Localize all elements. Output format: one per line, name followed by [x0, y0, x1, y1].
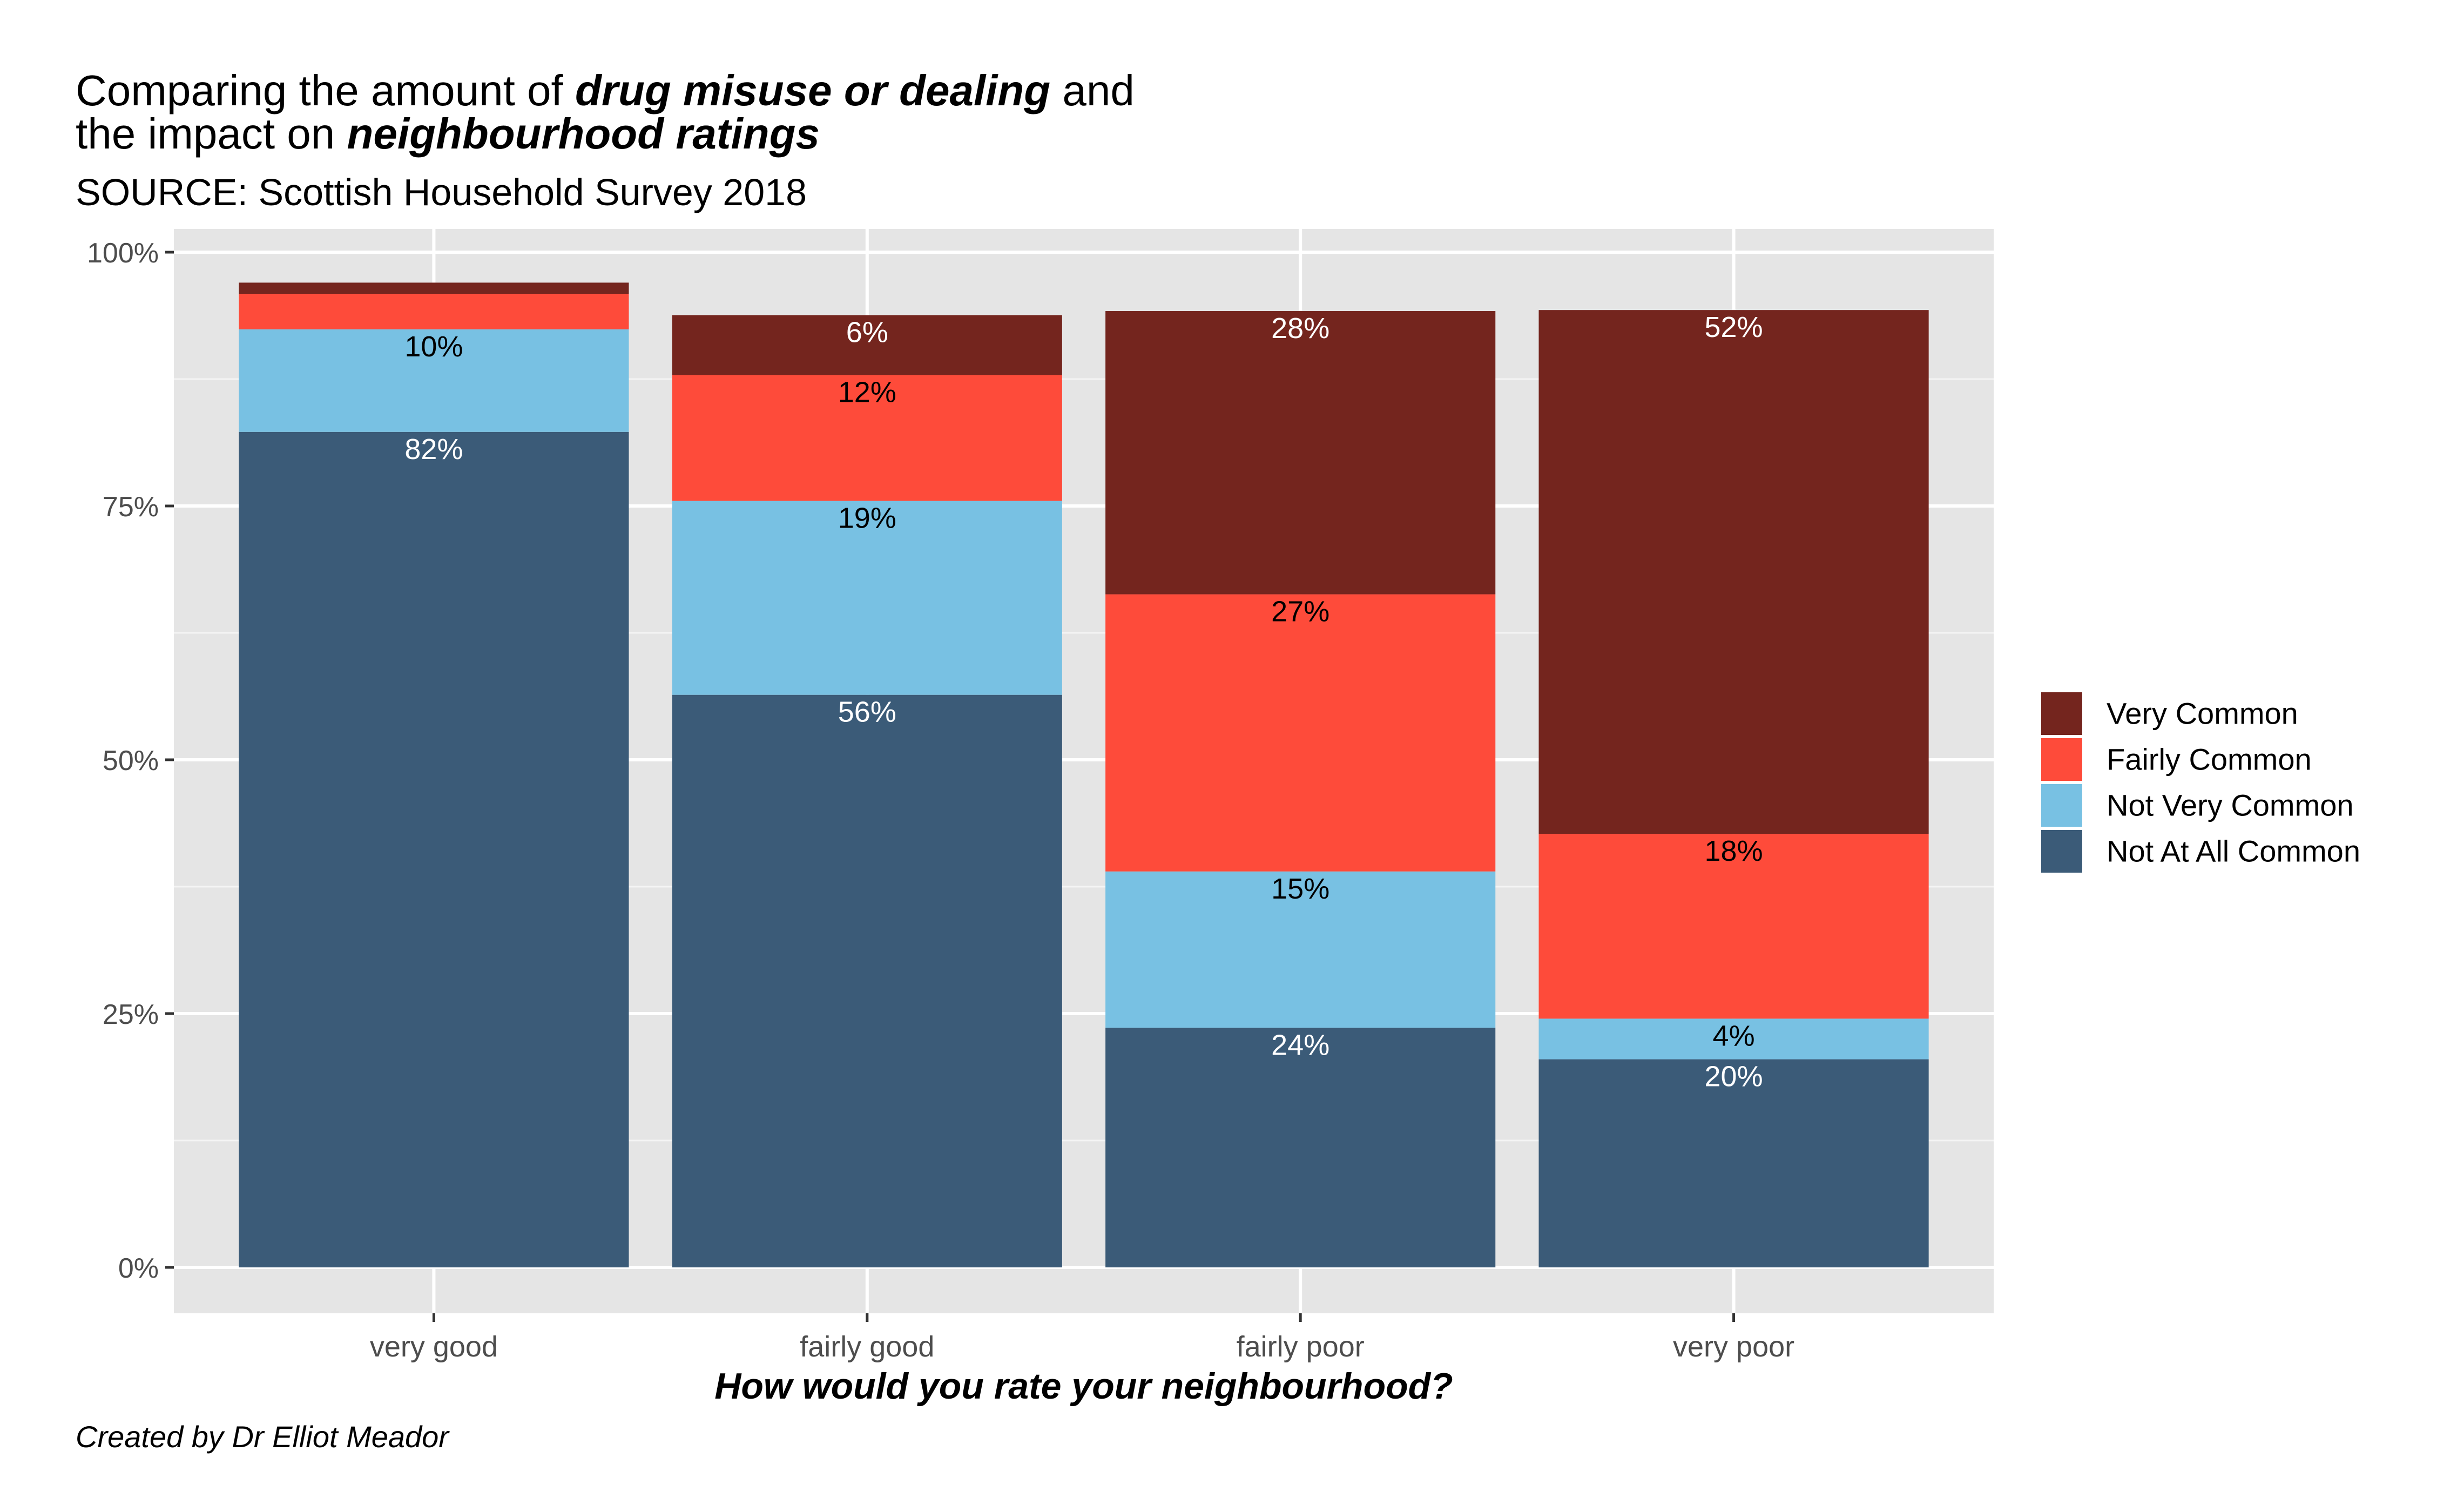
- y-tick-label: 75%: [103, 491, 159, 523]
- x-axis-title: How would you rate your neighbourhood?: [714, 1366, 1453, 1407]
- title-text: Comparing the amount of: [76, 66, 575, 114]
- y-tick-label: 50%: [103, 745, 159, 777]
- bar-data-label: 12%: [838, 376, 896, 408]
- bar-data-label: 18%: [1705, 835, 1763, 867]
- x-tick-label: fairly poor: [1237, 1331, 1365, 1363]
- bar-segment: [239, 329, 629, 432]
- legend-label: Very Common: [2107, 697, 2298, 731]
- title-text: the impact on: [76, 110, 347, 158]
- bar-segment: [1538, 1018, 1929, 1059]
- chart-subtitle: SOURCE: Scottish Household Survey 2018: [76, 171, 807, 213]
- bar-segment: [1538, 1059, 1929, 1267]
- y-tick-label: 0%: [118, 1253, 159, 1284]
- bar-segment: [1105, 311, 1496, 595]
- title-text: and: [1050, 66, 1135, 114]
- bar-segment: [672, 375, 1062, 501]
- bar-data-label: 6%: [846, 316, 888, 349]
- y-tick-label: 25%: [103, 999, 159, 1030]
- chart-title-line-2: the impact on neighbourhood ratings: [76, 110, 820, 158]
- bar-segment: [1105, 871, 1496, 1028]
- bar-data-label: 24%: [1271, 1029, 1329, 1061]
- legend-swatch: [2041, 738, 2082, 781]
- legend-swatch: [2041, 784, 2082, 827]
- chart-caption: Created by Dr Elliot Meador: [76, 1420, 450, 1454]
- x-tick-label: fairly good: [800, 1331, 934, 1363]
- title-emphasis: neighbourhood ratings: [347, 110, 820, 158]
- bar-data-label: 82%: [404, 433, 463, 465]
- bar-data-label: 52%: [1705, 311, 1763, 343]
- x-tick-label: very good: [370, 1331, 498, 1363]
- bar-segment: [672, 694, 1062, 1267]
- bar-data-label: 28%: [1271, 312, 1329, 345]
- legend-label: Not Very Common: [2107, 788, 2354, 822]
- bar-segment: [239, 294, 629, 329]
- bar-data-label: 27%: [1271, 596, 1329, 628]
- bar-data-label: 20%: [1705, 1061, 1763, 1093]
- y-tick-label: 100%: [87, 238, 159, 269]
- chart-title-line-1: Comparing the amount of drug misuse or d…: [76, 66, 1135, 114]
- bar-segment: [1538, 310, 1929, 834]
- bar-data-label: 19%: [838, 502, 896, 535]
- bar-segment: [1105, 1028, 1496, 1267]
- bar-data-label: 15%: [1271, 873, 1329, 905]
- bar-segment: [1105, 594, 1496, 872]
- x-tick-label: very poor: [1673, 1331, 1794, 1363]
- legend-label: Not At All Common: [2107, 834, 2360, 868]
- bar-segment: [672, 501, 1062, 695]
- legend-label: Fairly Common: [2107, 742, 2312, 777]
- bar-data-label: 56%: [838, 696, 896, 728]
- bar-data-label: 4%: [1713, 1020, 1755, 1052]
- bar-data-label: 10%: [404, 330, 463, 363]
- bar-segment: [239, 431, 629, 1267]
- legend-swatch: [2041, 692, 2082, 735]
- bar-segment: [239, 282, 629, 294]
- bar-segment: [1538, 834, 1929, 1019]
- legend-swatch: [2041, 830, 2082, 873]
- title-emphasis: drug misuse or dealing: [575, 66, 1050, 114]
- bar-segment: [672, 315, 1062, 375]
